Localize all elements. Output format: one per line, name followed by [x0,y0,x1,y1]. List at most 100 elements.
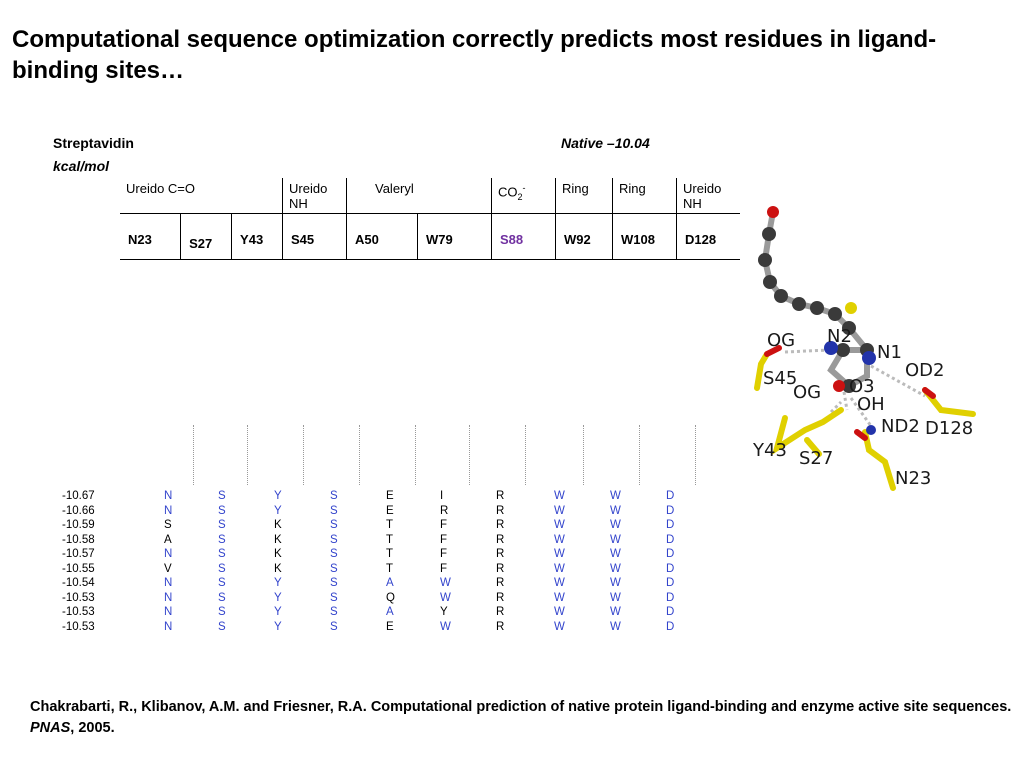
sequence-residue: W [554,490,565,502]
sequence-residue: W [554,606,565,618]
header-ureido-nh: Ureido NH [282,178,347,214]
sequence-residue: E [386,620,394,633]
atom-label: OG [793,382,821,403]
guide-line [639,425,640,485]
sequence-residue: S [330,562,338,575]
sequence-residue: E [386,504,394,517]
sequence-residue: T [386,562,394,575]
sequence-residue: Y [274,490,282,502]
sequence-residue: W [440,620,451,633]
sequence-residue: R [496,548,505,560]
header-ring-2: Ring [612,178,677,214]
atom-label: N23 [895,468,931,489]
sequence-residue: R [496,591,505,604]
sequence-residue: D [666,606,675,618]
sequence-energy: -10.57 [62,548,95,560]
sequence-residue: W [554,577,565,589]
sequence-energy: -10.53 [62,591,95,604]
atom-label: OG [767,330,795,351]
sequence-residue: Y [274,606,282,618]
energy-unit: kcal/mol [53,158,110,174]
binding-site-table: Ureido C=O Ureido NH Valeryl CO2- Ring Ri… [120,178,740,260]
sequence-residue: W [610,504,621,517]
sequence-residue: S [330,577,338,589]
sequence-residue: S [218,519,226,531]
sequence-residue: K [274,533,282,546]
sequence-residue: S [218,606,226,618]
sequence-residue: W [554,533,565,546]
sequence-residue: D [666,533,675,546]
sequence-residue: W [554,548,565,560]
sequence-energy: -10.58 [62,533,95,546]
atom-label: Y43 [752,440,787,461]
header-ring-1: Ring [555,178,613,214]
atom-label: OH [857,394,885,415]
residue-cell: D128 [676,213,740,260]
header-ureido-nh-2: Ureido NH [676,178,740,214]
sequence-residue: V [164,562,172,575]
sequence-residue: S [218,620,226,633]
guide-line [415,425,416,485]
sequence-residue: W [610,591,621,604]
sequence-residue: T [386,548,394,560]
sequence-residue: T [386,533,394,546]
sequence-residue: S [330,504,338,517]
sequence-residue: E [386,490,394,502]
atom-label: S27 [799,448,833,469]
sequence-residue: D [666,562,675,575]
guide-line [469,425,470,485]
sequence-residue: D [666,519,675,531]
sequence-residue: S [330,606,338,618]
sequence-residue: S [330,533,338,546]
guide-line [247,425,248,485]
sequence-residue: W [610,577,621,589]
guide-line [193,425,194,485]
sequence-residue: W [610,548,621,560]
sequence-residue: W [610,606,621,618]
sequence-residue: S [330,519,338,531]
sequence-residue: Y [274,591,282,604]
sequence-residue: S [330,620,338,633]
sequence-residue: D [666,591,675,604]
sequence-residue: R [496,620,505,633]
sequence-residue: W [554,620,565,633]
sequence-energy: -10.66 [62,504,95,517]
sequence-residue: W [610,490,621,502]
sequence-residue: N [164,490,173,502]
sequence-energy: -10.53 [62,606,95,618]
sequence-residue: W [610,533,621,546]
sequence-residue: R [496,533,505,546]
sequence-residue: T [386,519,394,531]
sequence-residue: N [164,591,173,604]
residue-cell: S27 [180,213,232,260]
sequence-residue: S [218,533,226,546]
sequence-residue: S [218,504,226,517]
sequence-residue: K [274,562,282,575]
sequence-residue: D [666,577,675,589]
sequence-residue: D [666,548,675,560]
sequence-energy: -10.59 [62,519,95,531]
sequence-residue: S [330,591,338,604]
sequence-residue: K [274,519,282,531]
guide-line [583,425,584,485]
sequence-residue: S [218,577,226,589]
residue-cell: S45 [282,213,347,260]
atom-label: ND2 [881,416,920,437]
citation: Chakrabarti, R., Klibanov, A.M. and Frie… [30,699,1012,736]
sequence-residue: R [440,504,449,517]
atom-label: S45 [763,368,797,389]
sequence-energy: -10.67 [62,490,95,502]
sequence-residue: W [610,620,621,633]
sequence-residue: R [496,577,505,589]
sequence-residue: R [496,562,505,575]
sequence-residue: Y [274,620,282,633]
sequence-residue: I [440,490,444,502]
sequence-residue: F [440,562,448,575]
sequence-residue: D [666,490,675,502]
header-co2: CO2- [491,178,556,214]
sequence-residue: S [218,548,226,560]
sequence-residue: W [554,504,565,517]
sequence-energy: -10.54 [62,577,95,589]
header-ureido-co: Ureido C=O [120,178,283,214]
